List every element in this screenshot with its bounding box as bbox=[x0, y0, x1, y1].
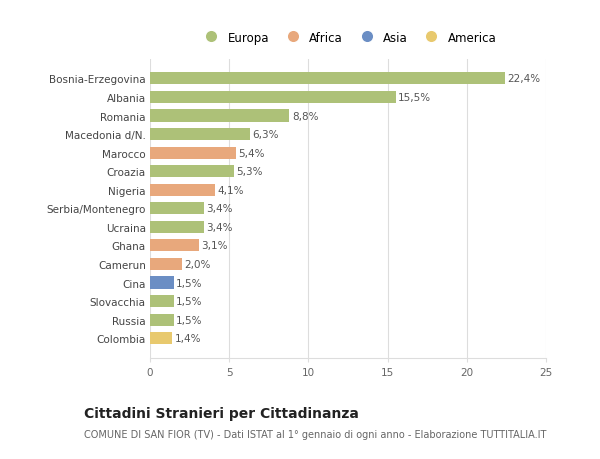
Text: 15,5%: 15,5% bbox=[398, 93, 431, 103]
Bar bbox=[150, 296, 174, 308]
Text: 1,5%: 1,5% bbox=[176, 278, 203, 288]
Legend: Europa, Africa, Asia, America: Europa, Africa, Asia, America bbox=[194, 27, 502, 49]
Text: 1,4%: 1,4% bbox=[175, 333, 201, 343]
Bar bbox=[150, 129, 250, 141]
Text: 4,1%: 4,1% bbox=[217, 185, 244, 196]
Text: 22,4%: 22,4% bbox=[507, 74, 541, 84]
Bar bbox=[150, 166, 234, 178]
Bar bbox=[150, 240, 199, 252]
Text: 8,8%: 8,8% bbox=[292, 111, 318, 121]
Text: 2,0%: 2,0% bbox=[184, 259, 211, 269]
Text: 1,5%: 1,5% bbox=[176, 315, 203, 325]
Text: 3,4%: 3,4% bbox=[206, 222, 233, 232]
Text: 6,3%: 6,3% bbox=[252, 130, 278, 140]
Bar bbox=[150, 314, 174, 326]
Text: Cittadini Stranieri per Cittadinanza: Cittadini Stranieri per Cittadinanza bbox=[84, 406, 359, 420]
Bar bbox=[150, 332, 172, 344]
Text: 5,4%: 5,4% bbox=[238, 148, 265, 158]
Bar bbox=[150, 277, 174, 289]
Bar bbox=[150, 258, 182, 270]
Text: 3,1%: 3,1% bbox=[202, 241, 228, 251]
Bar bbox=[150, 147, 236, 159]
Text: 1,5%: 1,5% bbox=[176, 297, 203, 307]
Bar bbox=[150, 203, 204, 215]
Bar bbox=[150, 73, 505, 85]
Bar bbox=[150, 92, 395, 104]
Text: 5,3%: 5,3% bbox=[236, 167, 263, 177]
Text: 3,4%: 3,4% bbox=[206, 204, 233, 214]
Bar bbox=[150, 110, 289, 122]
Bar bbox=[150, 221, 204, 233]
Text: COMUNE DI SAN FIOR (TV) - Dati ISTAT al 1° gennaio di ogni anno - Elaborazione T: COMUNE DI SAN FIOR (TV) - Dati ISTAT al … bbox=[84, 429, 547, 439]
Bar bbox=[150, 185, 215, 196]
